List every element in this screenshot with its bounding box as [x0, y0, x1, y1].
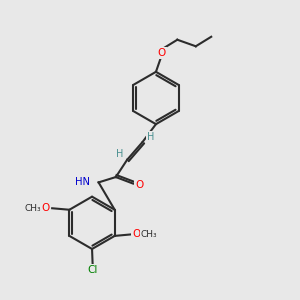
- Text: O: O: [158, 48, 166, 58]
- Text: CH₃: CH₃: [25, 204, 41, 213]
- Text: H: H: [116, 149, 123, 160]
- Text: CH₃: CH₃: [141, 230, 157, 239]
- Text: HN: HN: [75, 177, 90, 188]
- Text: H: H: [147, 132, 155, 142]
- Text: O: O: [135, 180, 143, 190]
- Text: O: O: [41, 203, 50, 213]
- Text: Cl: Cl: [87, 265, 98, 275]
- Text: O: O: [132, 229, 140, 239]
